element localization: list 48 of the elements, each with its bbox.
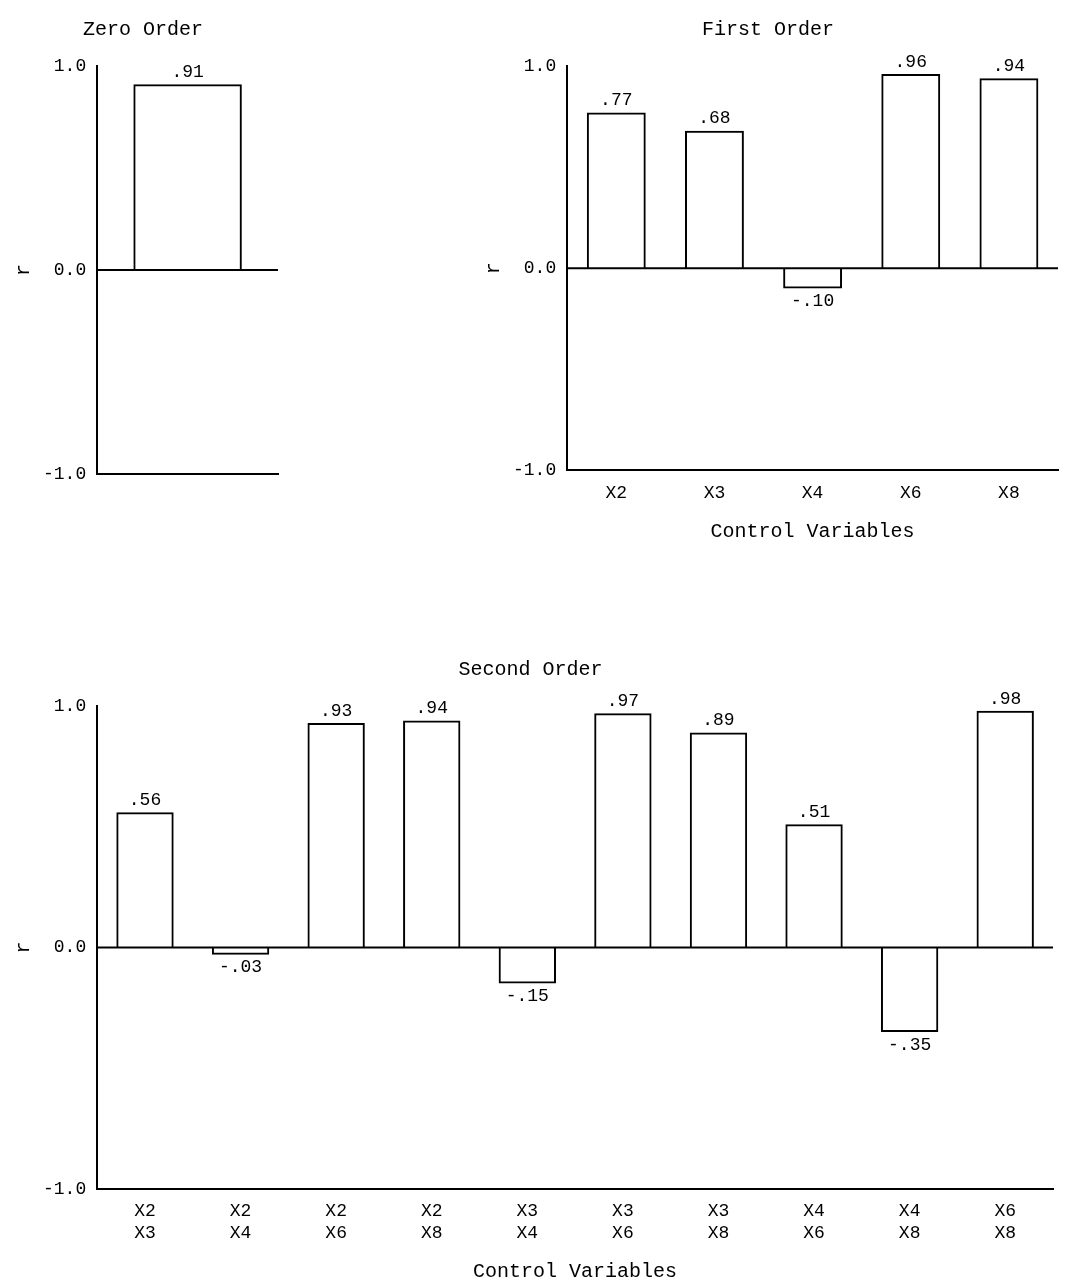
data-label: -.03 [218, 957, 263, 978]
x-tick-label: X4 [801, 482, 824, 503]
x-tick-label: X3 X8 [707, 1201, 730, 1243]
x-tick-label: X6 X8 [994, 1201, 1017, 1243]
x-axis-title: Control Variables [473, 1260, 678, 1284]
x-tick-label: X3 X4 [516, 1201, 539, 1243]
y-tick-label: 0.0 [53, 937, 87, 958]
data-label: .89 [702, 710, 735, 731]
y-axis-title: r [12, 264, 36, 277]
x-tick-label: X2 X3 [134, 1201, 156, 1243]
data-label: .93 [319, 700, 353, 721]
chart-title: Second Order [458, 658, 603, 682]
y-tick-label: 1.0 [53, 695, 87, 716]
y-tick-label: 0.0 [53, 259, 87, 280]
y-tick-label: -1.0 [42, 463, 87, 484]
data-label: .56 [128, 789, 162, 810]
data-label: .96 [894, 51, 927, 72]
x-axis-title: Control Variables [710, 520, 915, 544]
y-tick-label: -1.0 [512, 460, 557, 481]
x-tick-label: X3 [703, 482, 726, 503]
data-label: -.15 [505, 986, 549, 1007]
data-label: .94 [992, 55, 1026, 76]
data-label: .97 [606, 691, 640, 712]
x-tick-label: X3 X6 [612, 1201, 634, 1243]
x-tick-label: X2 [605, 482, 628, 503]
x-tick-label: X2 X8 [420, 1201, 443, 1243]
data-label: .77 [600, 90, 633, 111]
y-tick-label: -1.0 [42, 1178, 87, 1199]
x-tick-label: X8 [998, 482, 1020, 503]
data-label: -.35 [888, 1034, 932, 1055]
x-tick-label: X6 [899, 482, 922, 503]
chart-title: First Order [701, 18, 835, 42]
data-label: .51 [797, 802, 831, 823]
y-tick-label: 1.0 [523, 55, 557, 76]
x-tick-label: X4 X8 [898, 1201, 921, 1243]
y-axis-title: r [482, 262, 506, 275]
data-label: .91 [171, 62, 204, 83]
data-label: -.10 [790, 291, 835, 312]
y-tick-label: 0.0 [523, 257, 557, 278]
y-tick-label: 1.0 [53, 55, 87, 76]
chart-title: Zero Order [82, 18, 204, 42]
data-label: .98 [989, 688, 1022, 709]
data-label: .94 [415, 698, 448, 719]
y-axis-title: r [12, 941, 36, 954]
x-tick-label: X2 X4 [229, 1201, 252, 1243]
x-tick-label: X2 X6 [325, 1201, 347, 1243]
data-label: .68 [698, 108, 731, 129]
x-tick-label: X4 X6 [803, 1201, 825, 1243]
